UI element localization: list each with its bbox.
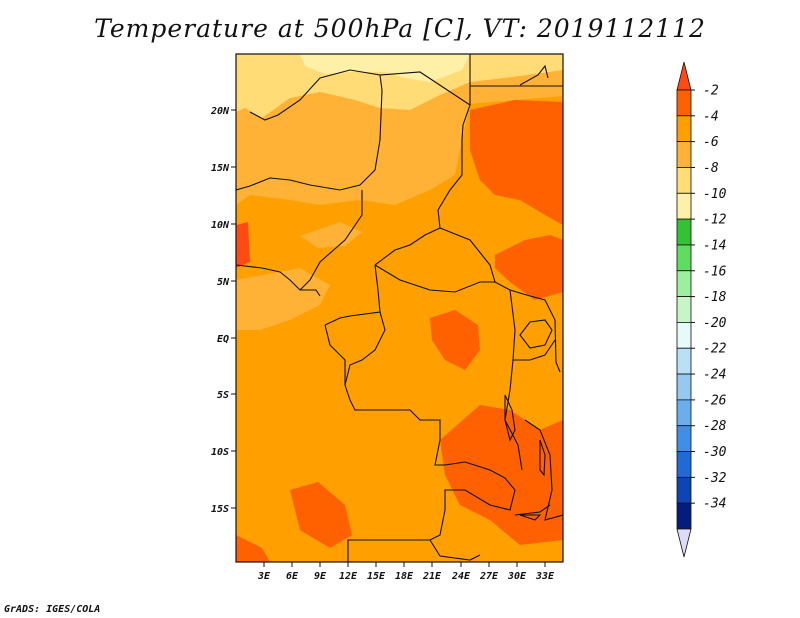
colorbar-swatch [676, 476, 692, 504]
lakes [504, 319, 553, 521]
colorbar-swatch [676, 270, 692, 297]
colorbar-label: -26 [703, 393, 727, 408]
colorbar-swatch [676, 373, 692, 401]
lake-kariba [519, 514, 542, 521]
colorbar-swatch [676, 322, 692, 349]
border-zambia-zimbabwe [514, 504, 551, 516]
lat-label: 15N [211, 163, 230, 174]
border-cameroon-south [324, 264, 381, 326]
colorbar-label: -20 [703, 316, 727, 331]
colorbar-swatch [676, 528, 692, 558]
lon-label: 24E [451, 571, 471, 582]
colorbar-label: -30 [703, 445, 727, 460]
lon-label: 30E [507, 571, 527, 582]
lon-label: 21E [422, 571, 442, 582]
temperature-field [236, 54, 563, 562]
border-kenya [529, 295, 561, 373]
field-zone-namibia [290, 482, 352, 548]
field-zone-southwest [236, 535, 270, 562]
lake-malawi [539, 439, 546, 477]
border-nigeria-cameroon [299, 190, 363, 291]
colorbar-swatch [676, 399, 692, 427]
border-malawi [524, 419, 563, 521]
colorbar-label: -4 [703, 109, 719, 124]
border-angola-drc [349, 399, 466, 466]
credit-text: GrADS: IGES/COLA [4, 604, 101, 615]
country-borders [236, 54, 563, 562]
border-congo [344, 311, 386, 386]
colorbar-label: -34 [703, 497, 726, 512]
lat-label: EQ [217, 334, 229, 345]
field-zone-zambia [440, 405, 563, 545]
border-drc-east [504, 289, 523, 471]
colorbar-label: -2 [703, 84, 719, 99]
lon-label: 15E [367, 571, 386, 582]
colorbar-swatch [676, 425, 692, 452]
colorbar-swatch [676, 192, 692, 220]
field-band-neg12-neg10 [300, 54, 470, 82]
lon-label: 27E [479, 571, 499, 582]
colorbar-swatch [676, 296, 692, 323]
colorbar-swatch [676, 347, 692, 375]
colorbar: -2 -4 -6 -8 -10 -12 -14 -16 -18 -20 -22 -24 -26 -28 -3… [676, 61, 727, 558]
chart-title: Temperature at 500hPa [C], VT: 201911211… [94, 14, 706, 43]
border-niger [236, 69, 383, 191]
colorbar-swatch [676, 167, 692, 194]
border-coast-west [236, 264, 321, 297]
lon-label: 33E [535, 571, 555, 582]
colorbar-swatch [676, 115, 692, 143]
colorbar-label: -22 [703, 342, 727, 357]
border-gabon [324, 324, 351, 401]
latitude-axis: 20N 15N 10N 5N EQ 5S 10S 15S [210, 106, 236, 515]
border-uganda [513, 339, 556, 361]
colorbar-swatch [676, 451, 692, 478]
colorbar-swatch [676, 244, 692, 272]
colorbar-label: -16 [703, 264, 727, 279]
lat-label: 20N [210, 106, 230, 117]
colorbar-label: -12 [703, 213, 727, 228]
longitude-axis: 3E 6E 9E 12E 15E 18E 21E 24E 27E 30E 33E [257, 562, 555, 582]
lake-tanganyika [504, 394, 516, 442]
colorbar-label: -10 [703, 187, 727, 202]
colorbar-label: -28 [703, 419, 727, 434]
lon-label: 12E [339, 571, 358, 582]
lat-label: 5N [217, 277, 230, 288]
border-namibia-botswana [429, 539, 481, 561]
lon-label: 9E [314, 571, 327, 582]
colorbar-swatch [676, 502, 692, 530]
field-zone-south-sudan [495, 235, 563, 300]
lat-label: 15S [211, 504, 229, 515]
lat-label: 10N [211, 220, 230, 231]
border-car-south [374, 264, 531, 297]
border-red-sea [519, 64, 549, 86]
colorbar-label: -32 [703, 471, 727, 486]
border-angola-zambia [347, 461, 516, 562]
colorbar-label: -8 [703, 161, 719, 176]
field-zone-congo-basin [430, 310, 480, 370]
lon-label: 3E [257, 571, 271, 582]
colorbar-label: -6 [703, 135, 719, 150]
colorbar-swatch [676, 61, 692, 91]
field-zone-west-coast [236, 222, 250, 268]
lon-label: 18E [395, 571, 414, 582]
border-south-sudan [439, 227, 496, 283]
plot-frame [235, 53, 564, 563]
colorbar-label: -24 [703, 368, 726, 383]
colorbar-label: -18 [703, 290, 727, 305]
colorbar-label: -14 [703, 238, 726, 253]
field-zone-sudan [470, 100, 563, 225]
field-patch-cameroon [300, 222, 362, 248]
colorbar-swatch [676, 141, 692, 168]
lat-label: 5S [217, 390, 229, 401]
lake-victoria [519, 319, 553, 349]
lat-label: 10S [211, 447, 229, 458]
colorbar-swatch [676, 218, 692, 246]
lon-label: 6E [286, 571, 299, 582]
colorbar-swatch [676, 89, 692, 117]
